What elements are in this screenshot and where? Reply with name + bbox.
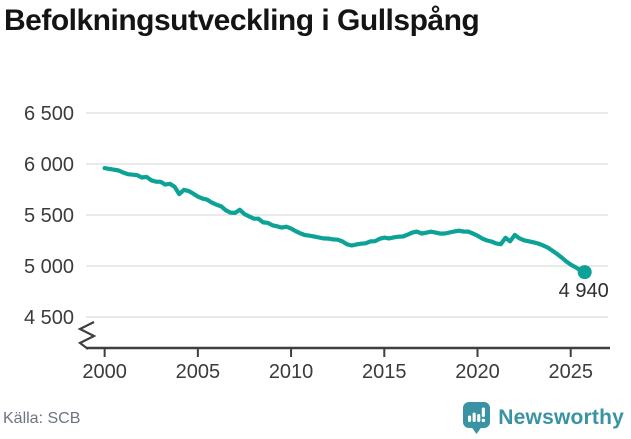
chart-title: Befolkningsutveckling i Gullspång <box>4 4 480 37</box>
x-tick-label: 2020 <box>455 361 500 383</box>
population-line <box>102 166 587 275</box>
bar-chart-glyph <box>468 407 486 423</box>
x-tick-label: 2005 <box>176 361 221 383</box>
newsworthy-logo: Newsworthy <box>463 402 624 434</box>
y-tick-label: 6 000 <box>24 154 74 176</box>
end-point-marker <box>577 265 592 280</box>
x-tick-label: 2000 <box>82 361 127 383</box>
brand-name: Newsworthy <box>498 406 624 429</box>
x-tick-label: 2015 <box>362 361 407 383</box>
y-tick-label: 5 500 <box>24 205 74 227</box>
y-tick-label: 5 000 <box>24 256 74 278</box>
x-tick-label: 2010 <box>269 361 314 383</box>
newsworthy-icon <box>463 402 491 434</box>
end-point-label: 4 940 <box>559 280 609 302</box>
x-tick-label: 2025 <box>548 361 593 383</box>
source-label: Källa: SCB <box>3 410 81 427</box>
axis-break-icon <box>77 321 97 350</box>
y-tick-label: 4 500 <box>24 307 74 329</box>
y-tick-label: 6 500 <box>24 103 74 125</box>
